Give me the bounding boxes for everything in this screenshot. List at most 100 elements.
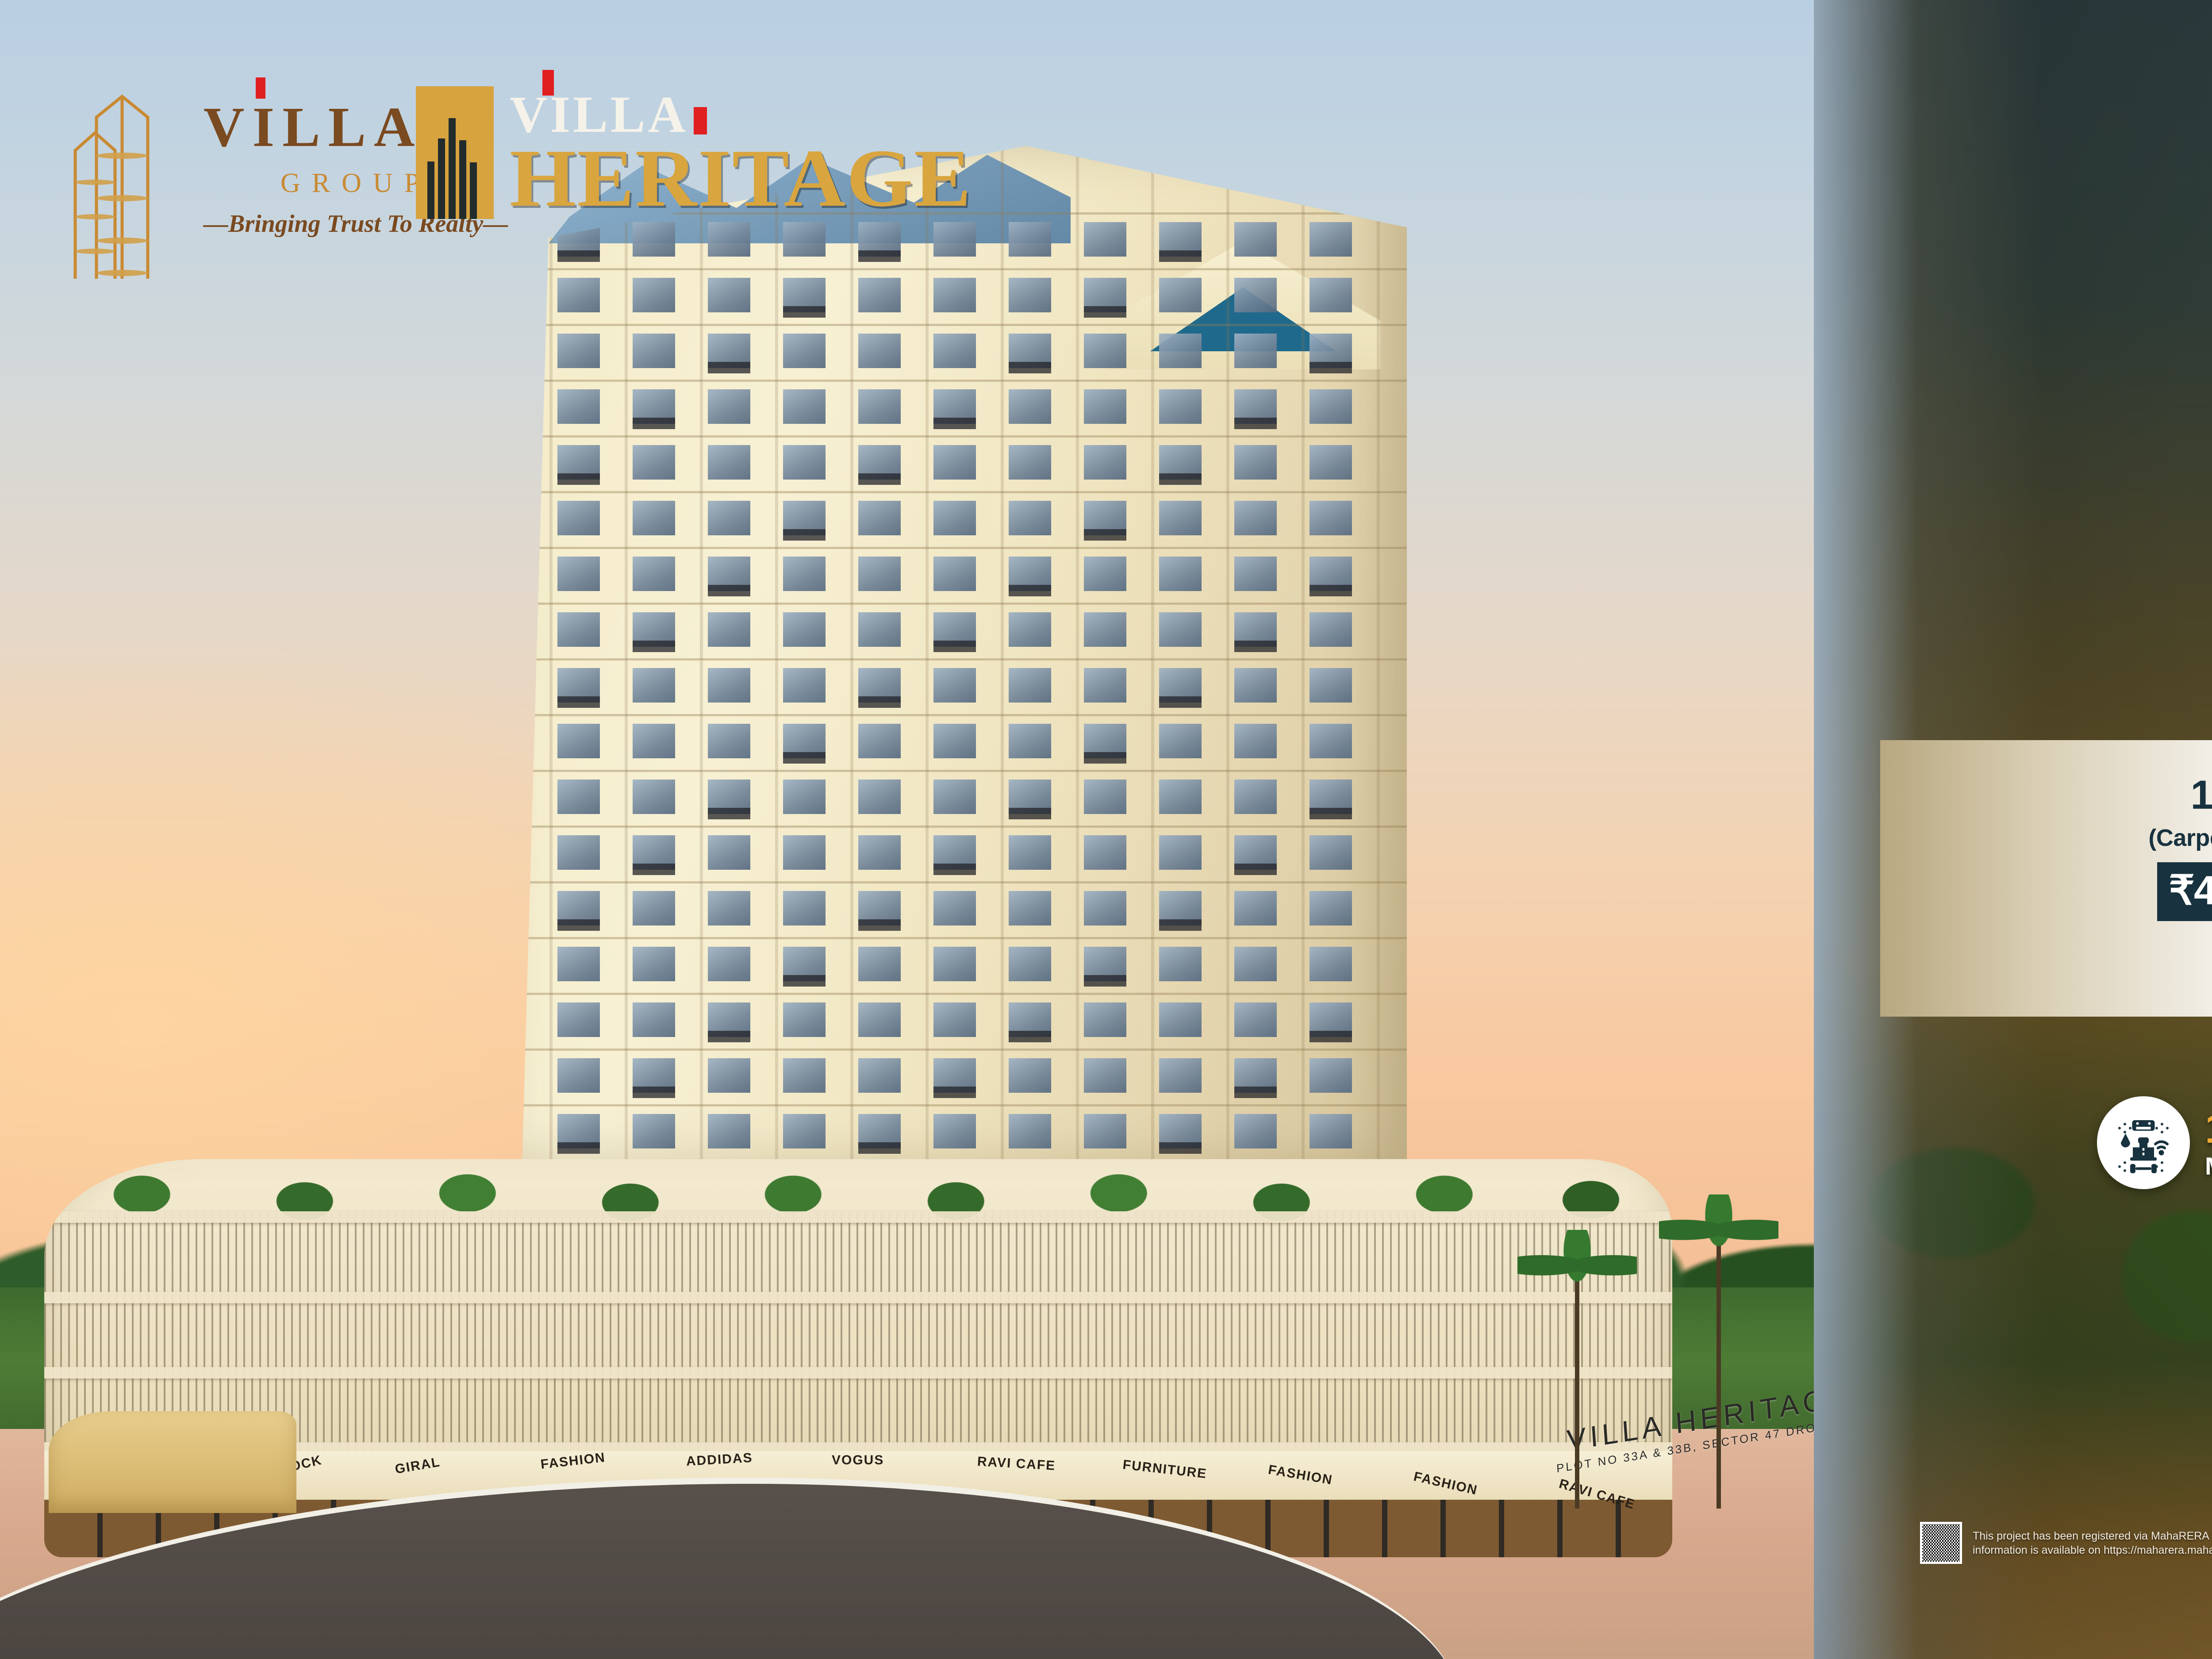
qr-code-icon[interactable] xyxy=(1920,1522,1962,1564)
window xyxy=(1084,389,1126,424)
floor-line xyxy=(522,324,1407,326)
window xyxy=(1234,334,1277,368)
floor-line xyxy=(522,435,1407,438)
window xyxy=(633,947,675,981)
residential-tower xyxy=(522,146,1407,1164)
amenities-icon xyxy=(2097,1096,2190,1190)
balcony-railing xyxy=(783,306,826,318)
window xyxy=(708,891,750,926)
headline-line-1: DRONAGIRI'SGRANDEST xyxy=(2119,425,2212,503)
palm-tree xyxy=(1659,1194,1778,1509)
window xyxy=(708,1058,750,1093)
window xyxy=(1084,1114,1126,1148)
facade-pilaster xyxy=(1076,146,1079,1164)
window xyxy=(783,1002,826,1037)
window xyxy=(1009,445,1051,480)
window xyxy=(933,501,976,535)
window xyxy=(557,278,600,312)
logo-red-dot-end xyxy=(693,107,707,135)
window xyxy=(1009,891,1051,926)
window xyxy=(783,557,826,591)
window xyxy=(858,557,901,591)
amenities-count-row: 10+ xyxy=(2205,1107,2212,1150)
window xyxy=(1234,222,1277,257)
heritage-building-icon xyxy=(416,86,494,219)
facade-pilaster xyxy=(700,146,703,1164)
amenities-label: MODERN AMENITIES xyxy=(2205,1153,2212,1178)
balcony-railing xyxy=(858,250,901,262)
window xyxy=(1310,835,1352,870)
window xyxy=(1159,334,1202,368)
window xyxy=(1234,891,1277,926)
pricing-strip: 1BHK(Carpet Area 440)₹44.50L*1.5BHK(Carp… xyxy=(1880,740,2212,1017)
unit-type: 1BHK xyxy=(2190,772,2212,818)
balcony-railing xyxy=(858,696,901,708)
balcony-railing xyxy=(933,864,976,875)
window xyxy=(858,389,901,424)
window xyxy=(1234,445,1277,480)
balcony-railing xyxy=(933,641,976,652)
podium-deck-1 xyxy=(44,1211,1672,1223)
window xyxy=(783,1114,826,1148)
window xyxy=(1084,612,1126,647)
balcony-railing xyxy=(1159,1142,1202,1154)
balcony-railing xyxy=(1009,808,1051,819)
balcony-railing xyxy=(633,641,675,652)
balcony-railing xyxy=(1310,1031,1352,1042)
window xyxy=(1234,947,1277,981)
window xyxy=(557,612,600,647)
window xyxy=(933,334,976,368)
floor-line xyxy=(522,1048,1407,1051)
balcony-railing xyxy=(557,919,600,931)
balcony-railing xyxy=(557,696,600,708)
window xyxy=(1084,222,1126,257)
window xyxy=(1084,835,1126,870)
amenities-count: 10 xyxy=(2205,1105,2212,1152)
window xyxy=(1084,891,1126,926)
window xyxy=(1009,501,1051,535)
balcony-railing xyxy=(708,362,750,373)
facade-pilaster xyxy=(1001,146,1004,1164)
window xyxy=(1310,947,1352,981)
window xyxy=(1234,501,1277,535)
rera-disclaimer: This project has been registered via Mah… xyxy=(1920,1522,2212,1564)
window xyxy=(633,557,675,591)
balcony-railing xyxy=(1159,473,1202,485)
headline: DRONAGIRI'SGRANDEST CARPET AREA xyxy=(2119,425,2212,582)
facade-pilaster xyxy=(775,146,778,1164)
unit-carpet-area: (Carpet Area 440) xyxy=(2148,825,2212,851)
window xyxy=(933,278,976,312)
window xyxy=(1310,501,1352,535)
headline-line-2: CARPET AREA xyxy=(2119,516,2212,582)
facade-pilaster xyxy=(1377,146,1380,1164)
window xyxy=(1159,1002,1202,1037)
balcony-railing xyxy=(1159,696,1202,708)
window xyxy=(1084,668,1126,703)
pricing-row: 1BHK(Carpet Area 440)₹44.50L*1.5BHK(Carp… xyxy=(2013,740,2212,1017)
window xyxy=(708,947,750,981)
window xyxy=(1084,780,1126,814)
window xyxy=(858,835,901,870)
shop-sign: VOGUS xyxy=(832,1453,884,1467)
window xyxy=(933,445,976,480)
retail-podium: TUFANREBOOCKGIRALFASHIONADDIDASVOGUSRAVI… xyxy=(44,1159,1672,1557)
balcony-railing xyxy=(708,808,750,819)
balcony-railing xyxy=(557,473,600,485)
window xyxy=(1159,724,1202,758)
podium-louvers xyxy=(44,1212,1672,1460)
window xyxy=(933,1114,976,1148)
floor-line xyxy=(522,1104,1407,1106)
balcony-railing xyxy=(1084,752,1126,764)
window xyxy=(858,278,901,312)
tower-floor-lines xyxy=(522,146,1407,1164)
window xyxy=(858,947,901,981)
window xyxy=(1234,278,1277,312)
balcony-railing xyxy=(1084,306,1126,318)
window xyxy=(933,780,976,814)
window xyxy=(633,668,675,703)
floor-line xyxy=(522,603,1407,605)
window xyxy=(557,1058,600,1093)
project-logo: VILLA HERITAGE xyxy=(416,70,971,219)
window xyxy=(633,1002,675,1037)
